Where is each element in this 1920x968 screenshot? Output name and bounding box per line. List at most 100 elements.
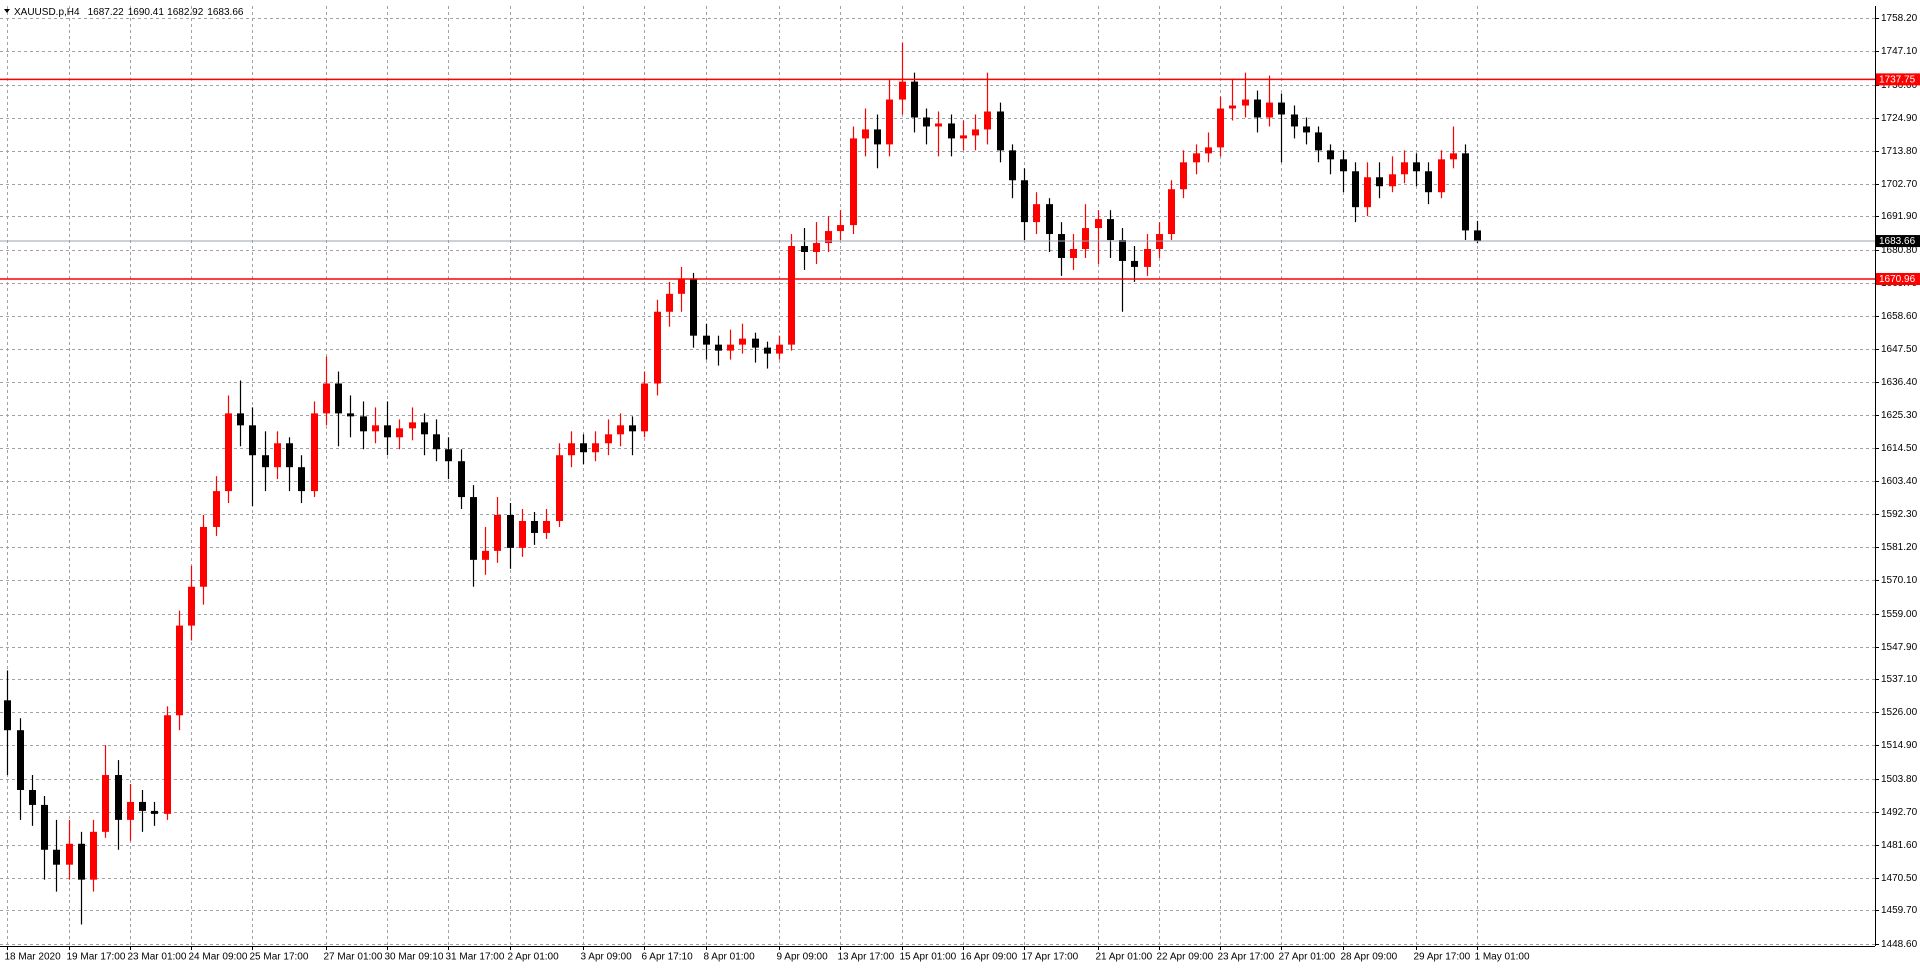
candle-body [1474, 230, 1481, 242]
chart-menu-icon[interactable] [4, 9, 10, 13]
candle-body [1254, 99, 1261, 118]
candle-body [335, 383, 342, 414]
candle-body [1291, 114, 1298, 127]
candle-body [311, 413, 318, 492]
candle-body [482, 550, 489, 560]
candle-body [286, 443, 293, 468]
candle-body [115, 775, 122, 820]
candle-body [445, 449, 452, 462]
candle-body [41, 804, 48, 850]
candle-body [66, 843, 73, 865]
candle-body [1217, 108, 1224, 148]
candle-body [200, 526, 207, 587]
candle-body [617, 425, 624, 435]
x-tick-label: 1 May 01:00 [1475, 952, 1530, 963]
candle-body [580, 443, 587, 453]
candle-body [298, 467, 305, 492]
candle-body [1462, 153, 1469, 231]
x-tick-label: 23 Mar 01:00 [128, 952, 187, 963]
candle-body [997, 111, 1004, 151]
y-tick-label: 1459.70 [1881, 905, 1918, 916]
candle-body [1425, 171, 1432, 193]
candle-body [323, 383, 330, 414]
candle-body [409, 422, 416, 429]
x-tick-label: 21 Apr 01:00 [1096, 952, 1153, 963]
candle-body [727, 344, 734, 351]
candle-body [923, 117, 930, 127]
candle-body [507, 515, 514, 548]
candle-body [458, 461, 465, 498]
x-tick-label: 23 Apr 17:00 [1218, 952, 1275, 963]
candle-body [274, 443, 281, 468]
symbol: XAUUSD.p,H4 [14, 7, 80, 18]
x-tick-label: 22 Apr 09:00 [1157, 952, 1214, 963]
candle-body [164, 715, 171, 814]
x-tick-label: 25 Mar 17:00 [250, 952, 309, 963]
y-tick-label: 1448.60 [1881, 939, 1918, 950]
level-label: 1670.96 [1879, 274, 1916, 285]
last-price-box [1876, 235, 1920, 248]
candle-body [421, 422, 428, 435]
x-tick-label: 15 Apr 01:00 [900, 952, 957, 963]
candle-body [90, 831, 97, 880]
y-tick-label: 1758.20 [1881, 13, 1918, 24]
candle-body [1438, 159, 1445, 193]
x-tick-label: 30 Mar 09:10 [385, 952, 444, 963]
candle-body [690, 278, 697, 336]
candle-body [1131, 260, 1138, 267]
chart-header: XAUUSD.p,H4 1687.22 1690.41 1682.92 1683.66 [14, 7, 244, 18]
y-tick-label: 1658.60 [1881, 311, 1918, 322]
x-tick-label: 6 Apr 17:10 [642, 952, 694, 963]
high-value: 1690.41 [128, 7, 165, 18]
candle-body [1352, 171, 1359, 208]
y-tick-label: 1503.80 [1881, 774, 1918, 785]
x-tick-label: 16 Apr 09:00 [961, 952, 1018, 963]
candle-body [519, 520, 526, 548]
candle-body [1119, 240, 1126, 261]
candle-body [29, 789, 36, 805]
candle-body [629, 425, 636, 432]
candle-body [1376, 177, 1383, 187]
y-tick-label: 1647.50 [1881, 344, 1918, 355]
candle-body [1413, 162, 1420, 172]
candle-body [151, 810, 158, 814]
candle-body [1389, 174, 1396, 187]
candle-body [862, 129, 869, 139]
open-value: 1687.22 [88, 7, 125, 18]
candle-body [752, 338, 759, 348]
candle-body [1082, 228, 1089, 249]
candle-body [384, 425, 391, 438]
candle-body [641, 383, 648, 432]
x-tick-label: 31 Mar 17:00 [446, 952, 505, 963]
candle-body [78, 843, 85, 880]
candle-body [347, 413, 354, 417]
level-label-box [1876, 73, 1920, 86]
candle-body [1009, 150, 1016, 181]
y-tick-label: 1470.50 [1881, 873, 1918, 884]
candle-body [127, 801, 134, 820]
candle-body [237, 413, 244, 426]
x-tick-label: 18 Mar 2020 [5, 952, 62, 963]
y-tick-label: 1680.80 [1881, 245, 1918, 256]
candle-body [1327, 150, 1334, 160]
last-price-label: 1683.66 [1879, 236, 1916, 247]
candle-body [1144, 248, 1151, 267]
x-tick-label: 24 Mar 09:00 [189, 952, 248, 963]
y-tick-label: 1581.20 [1881, 542, 1918, 553]
x-tick-label: 27 Mar 01:00 [324, 952, 383, 963]
grid [0, 6, 1875, 946]
level-label: 1737.75 [1879, 75, 1916, 86]
candle-body [899, 81, 906, 100]
candle-body [433, 434, 440, 450]
candle-body [764, 347, 771, 354]
candle-body [984, 111, 991, 130]
candle-body [213, 491, 220, 527]
low-value: 1682.92 [167, 7, 204, 18]
candle-body [1401, 162, 1408, 175]
axes: XAUUSD.p,H4 1687.22 1690.41 1682.92 1683.66 … [0, 6, 1920, 963]
candle-body [4, 700, 11, 731]
candle-body [911, 81, 918, 118]
